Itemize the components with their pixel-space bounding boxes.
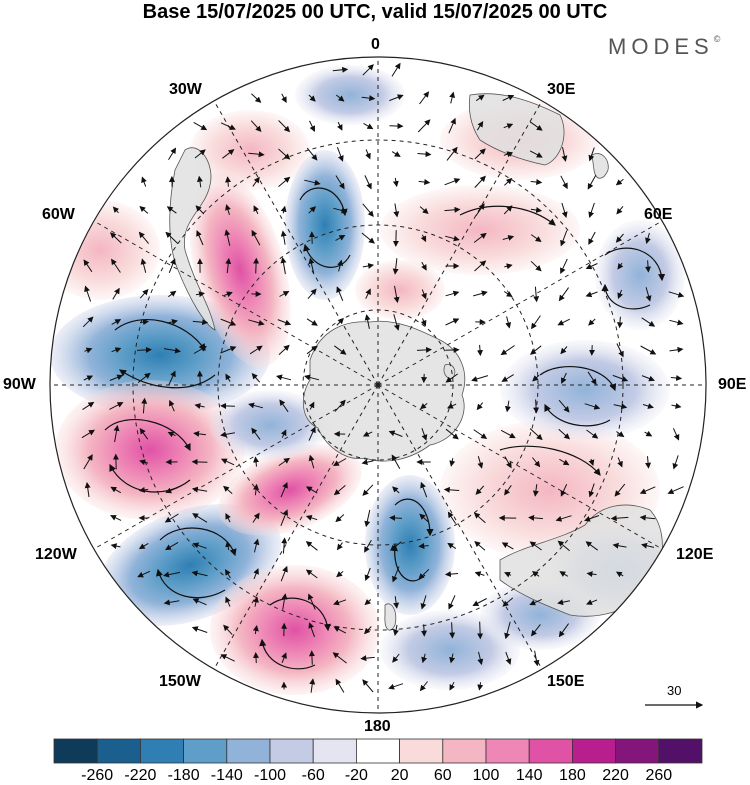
colorbar-swatch — [400, 739, 443, 763]
wind-vector — [193, 462, 208, 463]
colorbar-tick-label: 260 — [645, 767, 672, 785]
colorbar-swatch — [184, 739, 227, 763]
colorbar-swatch — [443, 739, 486, 763]
lon-label-120w: 120W — [35, 546, 77, 564]
wind-vector — [480, 622, 481, 639]
colorbar-swatch — [97, 739, 140, 763]
lon-label-90e: 90E — [718, 376, 746, 394]
wind-vector — [256, 259, 257, 274]
colorbar-tick-label: 180 — [559, 767, 586, 785]
colorbar-tick-label: 60 — [434, 767, 452, 785]
colorbar-swatch — [227, 739, 270, 763]
lon-label-30w: 30W — [169, 81, 202, 99]
colorbar-swatch — [486, 739, 529, 763]
colorbar-swatch — [54, 739, 97, 763]
colorbar-tick-label: -180 — [168, 767, 200, 785]
antarctica-shape — [303, 321, 464, 461]
wind-vector — [312, 651, 313, 665]
lon-label-120e: 120E — [676, 546, 713, 564]
colorbar-tick-label: 140 — [516, 767, 543, 785]
lon-label-30e: 30E — [547, 81, 575, 99]
lon-label-90w: 90W — [3, 376, 36, 394]
colorbar-tick-label: -140 — [211, 767, 243, 785]
lon-label-0: 0 — [371, 36, 380, 54]
lon-label-150w: 150W — [159, 673, 201, 691]
lon-label-150e: 150E — [547, 673, 584, 691]
colorbar-tick-label: -220 — [124, 767, 156, 785]
colorbar-tick-label: -60 — [302, 767, 325, 785]
colorbar — [54, 739, 702, 763]
lon-label-60e: 60E — [644, 206, 672, 224]
colorbar-swatch — [572, 739, 615, 763]
wind-vector — [445, 350, 458, 351]
lon-label-180: 180 — [364, 718, 391, 736]
lon-label-60w: 60W — [42, 206, 75, 224]
colorbar-swatch — [529, 739, 572, 763]
pole-marker — [376, 383, 381, 388]
colorbar-swatch — [659, 739, 702, 763]
vector-scale-label: 30 — [667, 683, 681, 698]
colorbar-tick-label: -260 — [81, 767, 113, 785]
colorbar-tick-label: 20 — [391, 767, 409, 785]
wind-vector — [424, 624, 425, 635]
colorbar-tick-label: 220 — [602, 767, 629, 785]
colorbar-swatch — [356, 739, 399, 763]
colorbar-swatch — [616, 739, 659, 763]
wind-vector — [256, 653, 257, 663]
map-disc — [40, 57, 706, 713]
colorbar-tick-label: -20 — [345, 767, 368, 785]
colorbar-swatch — [313, 739, 356, 763]
colorbar-tick-label: 100 — [473, 767, 500, 785]
colorbar-tick-label: -100 — [254, 767, 286, 785]
colorbar-swatch — [270, 739, 313, 763]
wind-vector — [200, 372, 201, 385]
colorbar-swatch — [140, 739, 183, 763]
